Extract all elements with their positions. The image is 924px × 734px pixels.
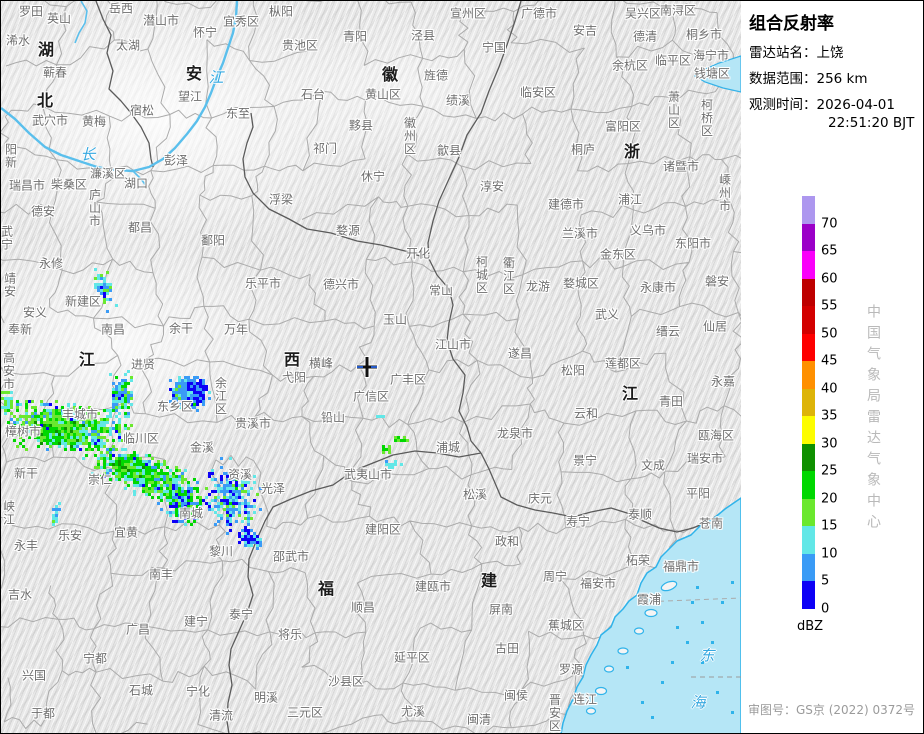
- islets: [626, 581, 734, 719]
- dbz-tick-label: 35: [821, 408, 838, 424]
- dbz-tick-label: 65: [821, 243, 838, 259]
- station-value: 上饶: [816, 45, 844, 61]
- radar-map[interactable]: 罗田 英山 岳西 潜山市 怀宁 宜秀区 浠水 太湖 蕲春 望江 宿松 东至 武穴市 黄梅 彭泽 濂溪区 瑞昌市柴…: [1, 1, 741, 733]
- dbz-color-swatch: [802, 251, 815, 279]
- dbz-tick-label: 25: [821, 463, 838, 479]
- watermark-text: 中国气象局雷达气象中心: [865, 304, 881, 535]
- dbz-tick-label: 55: [821, 298, 838, 314]
- river-qiantang-estuary: [693, 55, 741, 93]
- dbz-color-swatch: [802, 306, 815, 334]
- time-row: 观测时间：2026-04-01: [749, 93, 895, 113]
- marker-layer: [356, 356, 378, 378]
- dbz-color-swatch: [802, 388, 815, 416]
- dbz-color-swatch: [802, 416, 815, 444]
- reflectivity-echoes: [1, 268, 409, 550]
- dbz-color-swatch: [802, 498, 815, 526]
- dbz-tick-label: 70: [821, 216, 838, 231]
- map-approval-number: 审图号：GS京 (2022) 0372号: [748, 703, 915, 717]
- product-title: 组合反射率: [749, 14, 834, 34]
- river-yangtze: [1, 1, 239, 188]
- dbz-tick-label: 15: [821, 518, 838, 534]
- dbz-unit-label: dBZ: [797, 619, 824, 634]
- time-date: 2026-04-01: [816, 97, 895, 113]
- dbz-tick-label: 60: [821, 271, 838, 286]
- range-value: 256 km: [816, 71, 868, 87]
- dbz-color-swatch: [802, 526, 815, 554]
- range-row: 数据范围：256 km: [749, 67, 868, 87]
- dbz-color-swatch: [802, 278, 815, 306]
- dbz-color-swatch: [802, 361, 815, 389]
- islands: [585, 580, 678, 715]
- dbz-color-swatch: [802, 333, 815, 361]
- dbz-tick-label: 50: [821, 326, 838, 341]
- dbz-tick-label: 30: [821, 436, 838, 451]
- dbz-color-swatch: [802, 196, 815, 224]
- dbz-tick-label: 10: [821, 546, 838, 561]
- range-label: 数据范围：: [749, 71, 817, 87]
- dbz-color-swatch: [802, 443, 815, 471]
- time-label: 观测时间：: [749, 97, 817, 113]
- dbz-tick-label: 20: [821, 491, 838, 506]
- radar-site-marker: [356, 356, 378, 378]
- geography-layer: [1, 1, 741, 733]
- dbz-tick-label: 40: [821, 381, 838, 396]
- dbz-color-swatch: [802, 223, 815, 251]
- dbz-color-scale: [802, 196, 815, 609]
- dbz-color-swatch: [802, 553, 815, 581]
- dbz-tick-label: 0: [821, 601, 830, 616]
- dbz-tick-label: 5: [821, 573, 830, 589]
- dbz-color-swatch: [802, 471, 815, 499]
- dbz-tick-label: 45: [821, 353, 838, 369]
- info-panel: 组合反射率 雷达站名：上饶 数据范围：256 km 观测时间：2026-04-0…: [741, 1, 923, 733]
- station-label: 雷达站名：: [749, 45, 817, 61]
- station-row: 雷达站名：上饶: [749, 41, 844, 61]
- dbz-color-swatch: [802, 581, 815, 609]
- time-clock: 22:51:20 BJT: [828, 115, 915, 131]
- sea-east-china: [560, 497, 741, 733]
